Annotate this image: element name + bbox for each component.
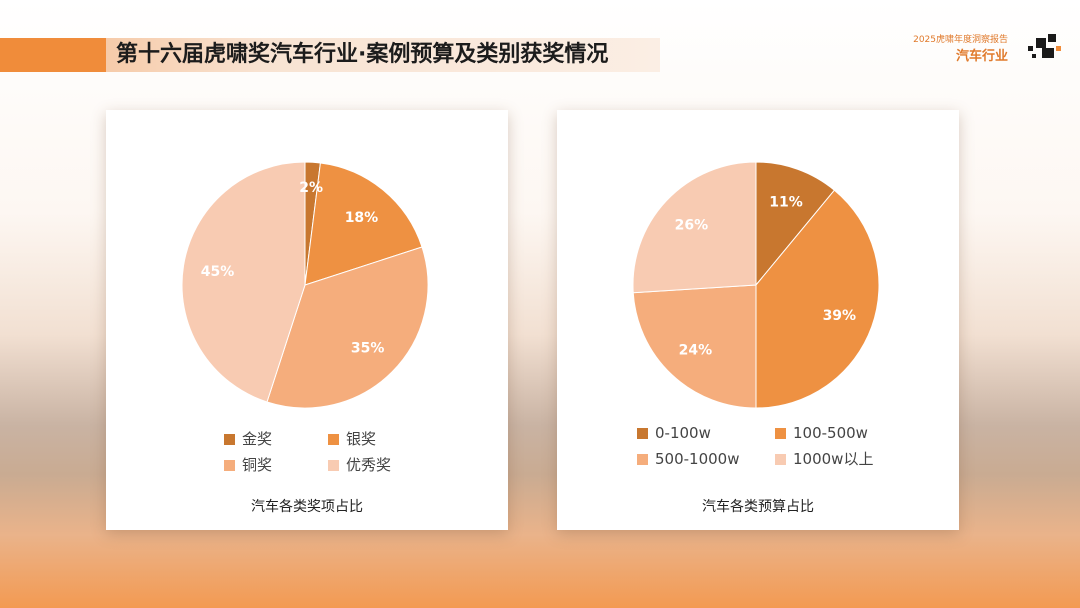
budget-pie-chart: 11% 39% 24% 26% — [632, 161, 880, 409]
brand-logo-icon — [1028, 34, 1061, 58]
pie-slice-100-500w — [755, 189, 880, 409]
budget-chart-title: 汽车各类预算占比 — [702, 499, 814, 515]
data-label-100-500w: 39% — [823, 308, 857, 324]
brand-subtitle: 2025虎啸年度洞察报告 — [913, 35, 1008, 45]
data-label-1000w-plus: 26% — [675, 217, 709, 233]
title-accent — [0, 38, 106, 72]
awards-chart-card: 2% 18% 35% 45% 金奖 银奖 铜奖 优秀奖 汽车各类奖项占比 — [106, 110, 508, 530]
legend-label: 1000w以上 — [793, 450, 874, 468]
legend-swatch — [637, 454, 648, 465]
page-title: 第十六届虎啸奖汽车行业·案例预算及类别获奖情况 — [116, 42, 609, 67]
data-label-bronze: 35% — [351, 341, 385, 357]
legend-swatch — [328, 434, 339, 445]
data-label-merit: 45% — [201, 264, 235, 280]
budget-chart-card: 11% 39% 24% 26% 0-100w 100-500w 500-1000w 1… — [557, 110, 959, 530]
legend-swatch — [224, 460, 235, 471]
legend-swatch — [775, 454, 786, 465]
budget-legend: 0-100w 100-500w 500-1000w 1000w以上 — [557, 424, 959, 484]
legend-label: 0-100w — [655, 424, 711, 442]
pie-slice-0-100w — [755, 161, 836, 287]
legend-label: 100-500w — [793, 424, 868, 442]
data-label-gold: 2% — [299, 180, 323, 196]
data-label-0-100w: 11% — [769, 195, 803, 211]
legend-label: 银奖 — [346, 430, 377, 448]
legend-label: 铜奖 — [242, 456, 273, 474]
awards-pie-chart: 2% 18% 35% 45% — [181, 161, 429, 409]
legend-swatch — [328, 460, 339, 471]
legend-label: 优秀奖 — [346, 456, 392, 474]
pie-slice-500-1000w — [632, 284, 757, 409]
title-bar — [0, 38, 660, 72]
data-label-500-1000w: 24% — [679, 343, 713, 359]
data-label-silver: 18% — [345, 210, 379, 226]
legend-label: 金奖 — [242, 430, 273, 448]
legend-swatch — [775, 428, 786, 439]
pie-slice-silver — [304, 162, 423, 286]
pie-slice-merit — [181, 161, 306, 403]
brand: 2025虎啸年度洞察报告 汽车行业 — [902, 28, 1062, 72]
pie-slice-bronze — [266, 246, 429, 409]
awards-legend: 金奖 银奖 铜奖 优秀奖 — [106, 428, 508, 484]
pie-slice-1000w-plus — [632, 161, 757, 294]
legend-swatch — [224, 434, 235, 445]
legend-label: 500-1000w — [655, 450, 740, 468]
awards-chart-title: 汽车各类奖项占比 — [251, 499, 363, 515]
legend-swatch — [637, 428, 648, 439]
brand-title: 汽车行业 — [955, 49, 1008, 64]
